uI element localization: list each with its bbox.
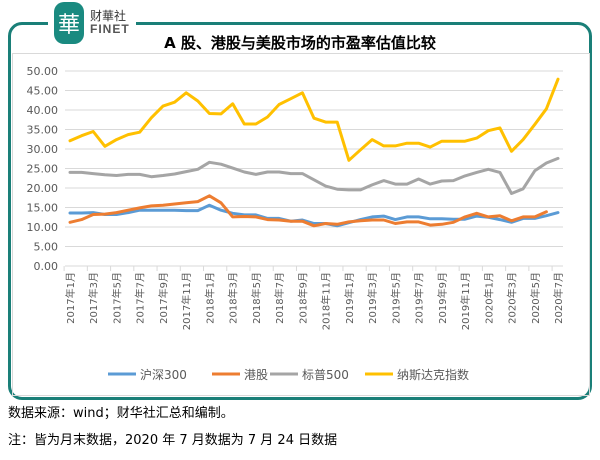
x-tick-label: 2017年5月 — [110, 272, 123, 324]
y-tick-label: 20.00 — [27, 182, 59, 195]
x-tick-label: 2019年1月 — [343, 272, 356, 324]
x-tick-label: 2020年5月 — [529, 272, 542, 324]
x-tick-label: 2019年7月 — [413, 272, 426, 324]
x-tick-label: 2020年3月 — [506, 272, 519, 324]
line-chart: 0.00 5.00 10.00 15.00 20.00 25.00 30.00 35.00 40… — [27, 65, 566, 382]
y-tick-label: 15.00 — [27, 202, 59, 215]
x-tick-label: 2018年11月 — [320, 272, 333, 330]
legend-label: 沪深300 — [140, 368, 187, 382]
plot-area — [12, 53, 590, 396]
footnote: 注：皆为月末数据，2020 年 7 月数据为 7 月 24 日数据 — [8, 433, 338, 448]
series-line-3 — [68, 77, 560, 162]
seal-icon: 華 — [54, 2, 84, 44]
x-tick-label: 2018年9月 — [296, 272, 309, 324]
x-tick-label: 2017年7月 — [134, 272, 147, 324]
brand-en: FINET — [90, 22, 130, 36]
x-tick-label: 2020年7月 — [552, 272, 565, 324]
y-tick-label: 5.00 — [34, 241, 59, 254]
x-tick-label: 2018年3月 — [227, 272, 240, 324]
x-tick-label: 2019年3月 — [366, 272, 379, 324]
x-tick-label: 2020年1月 — [482, 272, 495, 324]
series-line-0 — [68, 203, 560, 228]
y-tick-label: 50.00 — [27, 65, 59, 78]
x-tick-label: 2018年1月 — [203, 272, 216, 324]
legend-label: 纳斯达克指数 — [397, 367, 469, 382]
source-note: 数据来源：wind；财华社汇总和编制。 — [8, 406, 234, 421]
legend-label: 港股 — [244, 368, 268, 382]
series-line-2 — [68, 156, 560, 195]
y-tick-label: 25.00 — [27, 163, 59, 176]
x-tick-label: 2017年9月 — [157, 272, 170, 324]
y-tick-label: 10.00 — [27, 221, 59, 234]
y-tick-label: 45.00 — [27, 85, 59, 98]
y-tick-label: 30.00 — [27, 143, 59, 156]
y-tick-label: 0.00 — [34, 260, 59, 273]
x-tick-label: 2019年11月 — [459, 272, 472, 330]
y-tick-label: 40.00 — [27, 104, 59, 117]
x-tick-label: 2019年5月 — [389, 272, 402, 324]
x-tick-label: 2017年11月 — [180, 272, 193, 330]
x-tick-label: 2017年3月 — [87, 272, 100, 324]
y-tick-label: 35.00 — [27, 124, 59, 137]
chart-frame — [8, 22, 592, 400]
legend-label: 标普500 — [302, 368, 349, 382]
x-tick-label: 2017年1月 — [64, 272, 77, 324]
brand-cn: 财華社 — [90, 9, 127, 23]
series-line-1 — [68, 194, 548, 228]
finet-logo: 華 财華社 FINET — [48, 2, 136, 44]
x-tick-label: 2019年9月 — [436, 272, 449, 324]
chart-title: A 股、港股与美股市场的市盈率估值比较 — [164, 34, 436, 52]
x-tick-label: 2018年5月 — [250, 272, 263, 324]
x-tick-label: 2018年7月 — [273, 272, 286, 324]
